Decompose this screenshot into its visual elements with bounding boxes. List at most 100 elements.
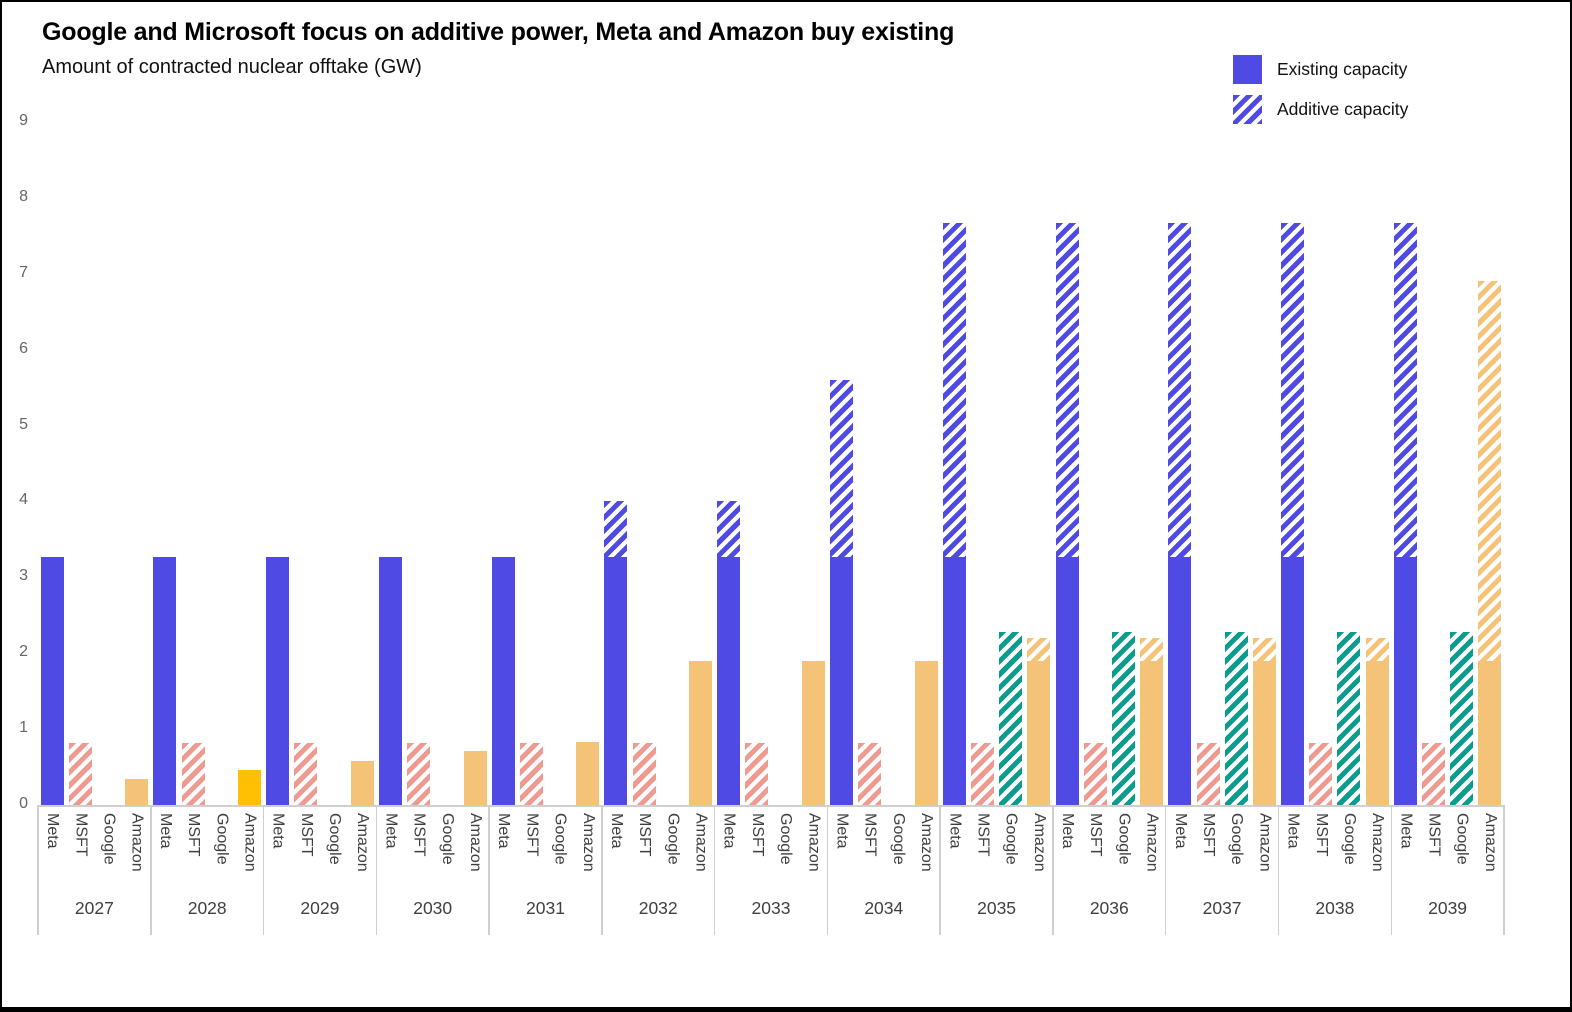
- company-label-msft-2027: MSFT: [72, 813, 90, 857]
- bar-google-2038-additive: [1337, 631, 1361, 805]
- company-label-msft-2039: MSFT: [1425, 813, 1443, 857]
- chart-title: Google and Microsoft focus on additive p…: [42, 18, 955, 46]
- x-axis-line: [38, 805, 1504, 807]
- company-label-amazon-2033: Amazon: [805, 813, 823, 872]
- bar-amazon-2037-additive: [1252, 638, 1276, 661]
- group-separator: [375, 805, 378, 935]
- company-label-meta-2034: Meta: [833, 813, 851, 849]
- year-label-2037: 2037: [1202, 898, 1242, 918]
- bar-meta-2030-existing: [378, 556, 402, 805]
- bar-google-2039-additive: [1450, 631, 1474, 805]
- y-axis-tick-7: 7: [19, 263, 28, 281]
- company-label-amazon-2035: Amazon: [1030, 813, 1048, 872]
- company-label-meta-2031: Meta: [495, 813, 513, 849]
- bar-msft-2039-additive: [1422, 742, 1445, 805]
- bar-meta-2029-existing: [266, 556, 290, 805]
- bar-amazon-2037-existing: [1252, 660, 1276, 805]
- bar-amazon-2033-existing: [801, 660, 825, 805]
- company-label-meta-2037: Meta: [1171, 813, 1189, 849]
- company-label-msft-2038: MSFT: [1312, 813, 1330, 857]
- bar-msft-2032-additive: [632, 742, 656, 805]
- year-label-2034: 2034: [864, 898, 904, 918]
- legend: Existing capacity Additive capacity: [1233, 54, 1408, 134]
- bar-msft-2034-additive: [858, 742, 882, 805]
- company-label-amazon-2029: Amazon: [354, 813, 372, 872]
- bar-amazon-2035-additive: [1027, 638, 1051, 661]
- bar-msft-2031-additive: [519, 742, 543, 805]
- bar-amazon-2032-existing: [689, 660, 712, 805]
- bar-amazon-2036-existing: [1140, 660, 1164, 805]
- company-label-google-2030: Google: [438, 813, 456, 865]
- y-axis-tick-4: 4: [19, 491, 28, 509]
- bar-meta-2037-additive: [1168, 222, 1192, 557]
- company-label-msft-2034: MSFT: [861, 813, 879, 857]
- company-label-amazon-2028: Amazon: [241, 813, 259, 872]
- company-label-google-2031: Google: [551, 813, 569, 865]
- bar-msft-2038-additive: [1309, 742, 1333, 805]
- group-separator: [1277, 805, 1280, 935]
- company-label-amazon-2030: Amazon: [466, 813, 484, 872]
- bar-msft-2029-additive: [294, 742, 318, 805]
- y-axis-tick-1: 1: [19, 719, 28, 737]
- bar-meta-2033-existing: [717, 556, 741, 805]
- legend-item-additive: Additive capacity: [1233, 94, 1408, 124]
- bar-google-2036-additive: [1111, 631, 1135, 805]
- company-label-amazon-2031: Amazon: [579, 813, 597, 872]
- company-label-google-2032: Google: [664, 813, 682, 865]
- company-label-amazon-2027: Amazon: [128, 813, 146, 872]
- bar-meta-2031-existing: [491, 556, 515, 805]
- company-label-msft-2036: MSFT: [1087, 813, 1105, 857]
- bar-msft-2036-additive: [1083, 742, 1107, 805]
- bar-meta-2037-existing: [1168, 556, 1192, 805]
- bar-msft-2033-additive: [745, 742, 769, 805]
- company-label-amazon-2034: Amazon: [918, 813, 936, 872]
- bar-amazon-2027-existing: [125, 779, 149, 805]
- company-label-amazon-2037: Amazon: [1256, 813, 1274, 872]
- year-label-2031: 2031: [526, 898, 565, 918]
- company-label-meta-2035: Meta: [946, 813, 964, 849]
- company-label-meta-2036: Meta: [1058, 813, 1076, 849]
- group-separator: [262, 805, 265, 935]
- bar-meta-2032-additive: [604, 501, 628, 557]
- year-label-2027: 2027: [74, 898, 114, 918]
- year-label-2036: 2036: [1089, 898, 1129, 918]
- company-label-msft-2035: MSFT: [974, 813, 992, 857]
- group-separator: [1503, 805, 1505, 935]
- year-label-2030: 2030: [413, 898, 453, 918]
- company-label-google-2036: Google: [1115, 813, 1133, 865]
- bar-meta-2034-additive: [830, 380, 853, 557]
- company-label-meta-2033: Meta: [720, 813, 738, 849]
- company-label-google-2029: Google: [325, 813, 343, 865]
- year-label-2033: 2033: [751, 898, 791, 918]
- bar-meta-2028-existing: [153, 556, 177, 805]
- legend-label-existing: Existing capacity: [1277, 58, 1408, 79]
- bar-msft-2030-additive: [407, 742, 431, 805]
- bar-google-2035-additive: [999, 631, 1023, 805]
- bar-meta-2034-existing: [830, 556, 853, 805]
- bar-meta-2027-existing: [40, 556, 64, 805]
- company-label-amazon-2032: Amazon: [692, 813, 710, 872]
- legend-label-additive: Additive capacity: [1277, 98, 1409, 119]
- group-separator: [150, 805, 152, 935]
- company-label-google-2028: Google: [213, 813, 231, 865]
- bar-amazon-2038-additive: [1365, 638, 1389, 661]
- company-label-msft-2028: MSFT: [185, 813, 203, 857]
- company-label-meta-2027: Meta: [44, 813, 62, 849]
- bar-amazon-2031-existing: [576, 742, 600, 805]
- y-axis-tick-6: 6: [19, 339, 28, 357]
- y-axis-tick-3: 3: [19, 567, 28, 585]
- bar-amazon-2036-additive: [1140, 638, 1164, 661]
- bar-meta-2039-additive: [1393, 222, 1417, 557]
- group-separator: [1390, 805, 1392, 935]
- group-separator: [1164, 805, 1167, 935]
- company-label-meta-2029: Meta: [269, 813, 287, 849]
- bar-amazon-2035-existing: [1027, 660, 1051, 805]
- group-separator: [37, 805, 39, 935]
- company-label-msft-2032: MSFT: [636, 813, 654, 857]
- bar-meta-2035-existing: [942, 556, 966, 805]
- bar-google-2037-additive: [1224, 631, 1248, 805]
- bar-meta-2035-additive: [942, 222, 966, 557]
- company-label-meta-2030: Meta: [382, 813, 400, 849]
